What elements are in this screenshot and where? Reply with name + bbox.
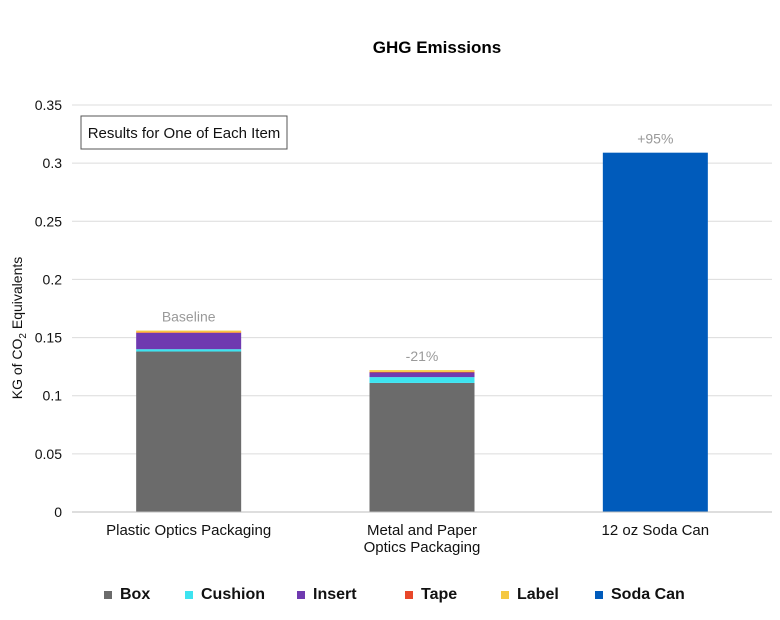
- results-note-box: Results for One of Each Item: [80, 115, 288, 150]
- y-axis-label-rest: Equivalents: [9, 257, 25, 333]
- legend-label: Cushion: [201, 586, 265, 603]
- y-tick-label: 0.3: [43, 155, 63, 171]
- legend-item-cushion: Cushion: [185, 586, 265, 604]
- legend-label: Box: [120, 586, 151, 603]
- legend-swatch: [405, 591, 413, 599]
- y-axis-ticks: 0 0.05 0.1 0.15 0.2 0.25 0.3 0.35: [35, 97, 62, 520]
- x-category-label: Optics Packaging: [364, 539, 481, 556]
- legend-item-insert: Insert: [297, 586, 357, 604]
- bar-annotation: -21%: [406, 348, 439, 364]
- legend-swatch: [297, 591, 305, 599]
- results-note-frame: [80, 115, 288, 150]
- x-category-label: Metal and Paper: [367, 522, 477, 539]
- legend-item-soda-can: Soda Can: [595, 586, 685, 604]
- bar-segment-tape: [136, 332, 242, 333]
- y-tick-label: 0: [54, 504, 62, 520]
- bar-segment-insert: [369, 372, 475, 378]
- bar-segment-label: [136, 330, 242, 333]
- results-note-text: Results for One of Each Item: [88, 125, 281, 142]
- legend-swatch: [185, 591, 193, 599]
- y-tick-label: 0.1: [43, 388, 63, 404]
- bar-segment-cushion: [136, 349, 242, 352]
- bar-segment-box: [136, 351, 242, 512]
- bar-annotation: Baseline: [162, 309, 216, 325]
- y-tick-label: 0.15: [35, 330, 62, 346]
- y-tick-label: 0.25: [35, 213, 62, 229]
- legend-item-label: Label: [501, 586, 559, 604]
- legend-item-tape: Tape: [405, 586, 457, 604]
- y-tick-label: 0.35: [35, 97, 62, 113]
- bar-segment-box: [369, 382, 475, 512]
- y-axis-label-main: KG of CO: [9, 338, 25, 399]
- y-axis-label-subscript: 2: [18, 333, 29, 339]
- y-axis-label: KG of CO2 Equivalents: [9, 257, 29, 400]
- legend-swatch: [501, 591, 509, 599]
- legend-label: Tape: [421, 586, 458, 603]
- x-category-label: 12 oz Soda Can: [602, 522, 710, 539]
- bar-segment-cushion: [369, 377, 475, 383]
- bar-annotation: +95%: [637, 131, 673, 147]
- legend-label: Label: [517, 586, 559, 603]
- legend-swatch: [104, 591, 112, 599]
- y-tick-label: 0.2: [43, 271, 63, 287]
- bar-segment-insert: [136, 332, 242, 350]
- bar-annotations: Baseline -21% +95%: [162, 131, 674, 364]
- legend-label: Soda Can: [611, 586, 685, 603]
- x-category-label: Plastic Optics Packaging: [106, 522, 271, 539]
- bar-segment-tape: [369, 371, 475, 373]
- legend-item-box: Box: [104, 586, 150, 604]
- legend-swatch: [595, 591, 603, 599]
- x-axis-categories: Plastic Optics Packaging Metal and PaperO…: [106, 522, 709, 556]
- chart-title: GHG Emissions: [373, 38, 501, 57]
- legend-label: Insert: [313, 586, 357, 603]
- legend: Box Cushion Insert Tape Label Soda Can: [0, 586, 780, 612]
- bars: [136, 152, 708, 513]
- y-tick-label: 0.05: [35, 446, 62, 462]
- bar-segment-soda-can: [602, 152, 708, 513]
- bar-segment-label: [369, 370, 475, 372]
